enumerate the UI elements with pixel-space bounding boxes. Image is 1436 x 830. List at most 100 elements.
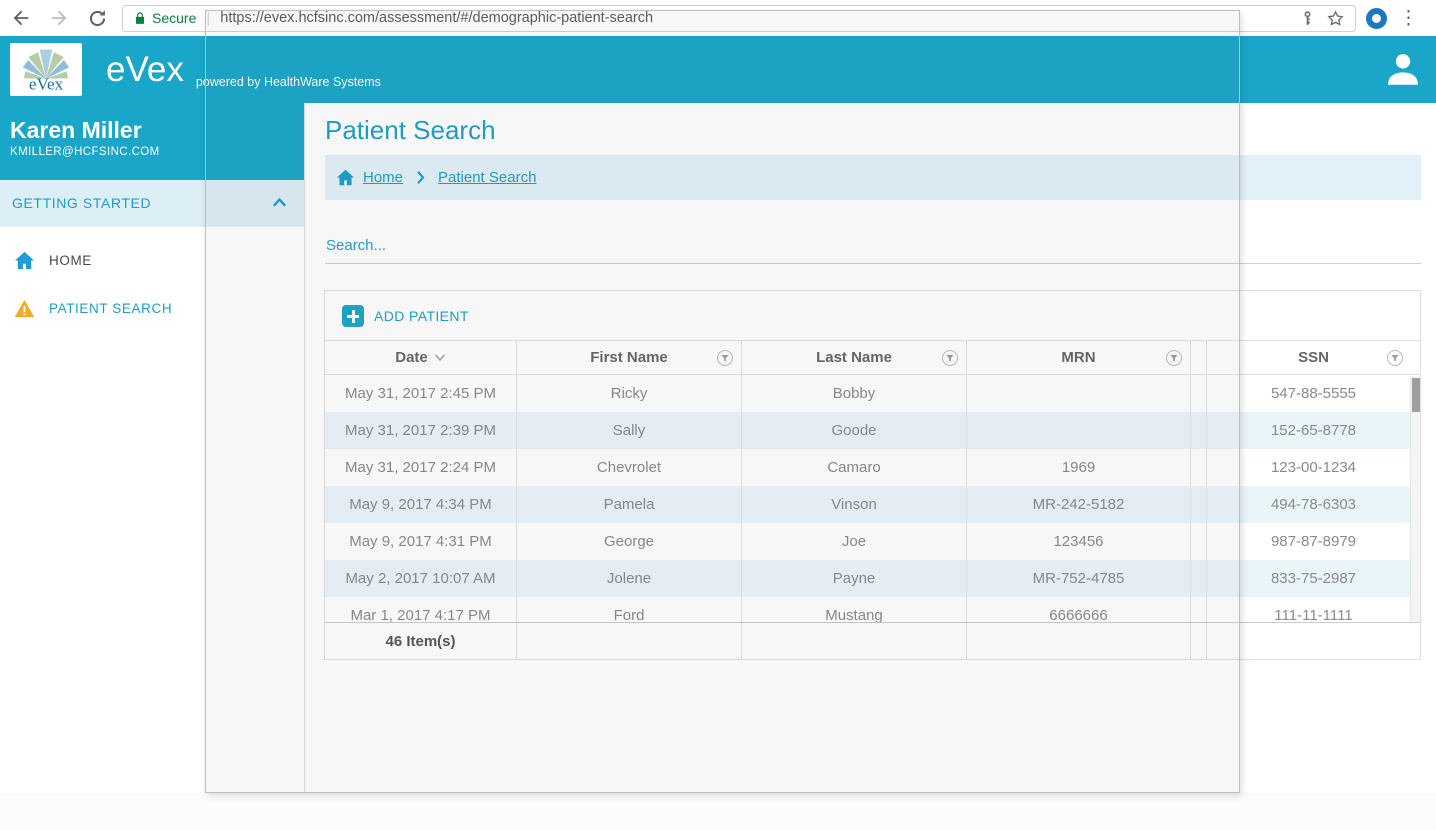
table-cell: Mustang (742, 597, 967, 622)
add-patient-button[interactable]: ADD PATIENT (342, 304, 469, 327)
sort-chevron-icon (434, 353, 446, 362)
table-cell: Chevrolet (517, 449, 742, 486)
item-count: 46 Item(s) (325, 623, 517, 659)
table-cell: Payne (742, 560, 967, 597)
main-content: Patient Search Home Patient Search ADD P… (305, 103, 1436, 830)
table-cell: 123-00-1234 (1270, 459, 1357, 476)
table-cell: May 31, 2017 2:39 PM (325, 412, 517, 449)
footer-cell (517, 623, 742, 659)
app-header: eVex eVex powered by HealthWare Systems (0, 36, 1436, 103)
column-header-label: First Name (590, 349, 668, 366)
table-spacer-cell (1191, 486, 1207, 523)
table-spacer-cell (1191, 412, 1207, 449)
column-header-label: MRN (1061, 349, 1096, 366)
breadcrumb-home-link[interactable]: Home (363, 169, 404, 186)
breadcrumb-chevron-icon (415, 170, 426, 185)
table-cell: MR-752-4785 (967, 560, 1191, 597)
table-cell: 6666666 (967, 597, 1191, 622)
browser-toolbar: Secure | https://evex.hcfsinc.com/assess… (0, 0, 1436, 36)
table-header-row: Date First Name Last Name (325, 340, 1420, 375)
add-patient-label: ADD PATIENT (374, 307, 469, 324)
url-text: https://evex.hcfsinc.com/assessment/#/de… (220, 10, 654, 26)
column-header-ssn[interactable]: SSN (1207, 341, 1420, 374)
table-cell: May 9, 2017 4:34 PM (325, 486, 517, 523)
browser-extension-icon[interactable] (1366, 7, 1387, 29)
footer-cell (1191, 623, 1207, 659)
forward-icon[interactable] (46, 5, 72, 31)
filter-icon[interactable] (1165, 349, 1183, 367)
user-name: Karen Miller (10, 117, 142, 143)
table-cell: George (517, 523, 742, 560)
table-row[interactable]: May 2, 2017 10:07 AM Jolene Payne MR-752-47… (325, 560, 1420, 597)
user-profile-icon[interactable] (1382, 48, 1424, 90)
breadcrumb-current-link[interactable]: Patient Search (438, 169, 537, 186)
footer-cell (742, 623, 967, 659)
column-header-spacer (1191, 341, 1207, 374)
table-row[interactable]: Mar 1, 2017 4:17 PM Ford Mustang 6666666 111… (325, 597, 1420, 622)
table-cell: Vinson (742, 486, 967, 523)
table-spacer-cell (1191, 449, 1207, 486)
table-scrollbar[interactable] (1410, 377, 1420, 622)
table-spacer-cell (1191, 597, 1207, 622)
table-row[interactable]: May 9, 2017 4:31 PM George Joe 123456 987-87… (325, 523, 1420, 560)
home-icon (15, 251, 34, 269)
table-cell (967, 375, 1191, 412)
table-cell: May 31, 2017 2:24 PM (325, 449, 517, 486)
breadcrumb: Home Patient Search (325, 155, 1421, 200)
column-header-first-name[interactable]: First Name (517, 341, 742, 374)
brand-tagline: powered by HealthWare Systems (195, 75, 381, 89)
filter-icon[interactable] (1386, 349, 1404, 367)
user-email: KMILLER@HCFSINC.COM (10, 146, 160, 159)
page-title: Patient Search (325, 115, 496, 145)
column-header-mrn[interactable]: MRN (967, 341, 1191, 374)
table-cell: Camaro (742, 449, 967, 486)
password-key-icon[interactable] (1299, 10, 1316, 27)
table-toolbar: ADD PATIENT (325, 291, 1420, 340)
table-cell (967, 412, 1191, 449)
table-cell: 123456 (967, 523, 1191, 560)
table-body: May 31, 2017 2:45 PM Ricky Bobby 547-88-555… (325, 375, 1420, 622)
table-cell: Jolene (517, 560, 742, 597)
search-input[interactable] (325, 231, 1421, 264)
filter-icon[interactable] (941, 349, 959, 367)
table-cell: Ricky (517, 375, 742, 412)
sidebar-section-getting-started[interactable]: GETTING STARTED (0, 180, 304, 227)
reload-icon[interactable] (84, 5, 110, 31)
table-cell: May 31, 2017 2:45 PM (325, 375, 517, 412)
table-cell: Goode (742, 412, 967, 449)
breadcrumb-home-icon[interactable] (336, 169, 355, 186)
bookmark-star-icon[interactable] (1326, 9, 1345, 28)
table-cell: MR-242-5182 (967, 486, 1191, 523)
column-header-last-name[interactable]: Last Name (742, 341, 967, 374)
warning-triangle-icon (14, 299, 35, 317)
plus-icon (342, 304, 364, 327)
table-cell: 547-88-5555 (1270, 385, 1357, 402)
column-header-label: SSN (1298, 349, 1329, 366)
table-cell: 494-78-6303 (1270, 496, 1357, 513)
address-bar[interactable]: Secure | https://evex.hcfsinc.com/assess… (122, 4, 1356, 32)
back-icon[interactable] (8, 5, 34, 31)
table-row[interactable]: May 31, 2017 2:24 PM Chevrolet Camaro 1969 1… (325, 449, 1420, 486)
table-row[interactable]: May 31, 2017 2:39 PM Sally Goode 152-65-877… (325, 412, 1420, 449)
logo-text: eVex (29, 74, 64, 93)
table-row[interactable]: May 9, 2017 4:34 PM Pamela Vinson MR-242-51… (325, 486, 1420, 523)
column-header-label: Last Name (816, 349, 892, 366)
table-cell: 111-11-1111 (1274, 607, 1353, 622)
column-header-date[interactable]: Date (325, 341, 517, 374)
footer-cell (1207, 623, 1420, 659)
column-header-label: Date (395, 349, 428, 366)
table-spacer-cell (1191, 560, 1207, 597)
patient-table-panel: ADD PATIENT Date First Name Las (324, 290, 1421, 660)
table-cell: Joe (742, 523, 967, 560)
table-cell: 152-65-8778 (1270, 422, 1357, 439)
table-row[interactable]: May 31, 2017 2:45 PM Ricky Bobby 547-88-555… (325, 375, 1420, 412)
sidebar-item-patient-search[interactable]: PATIENT SEARCH (0, 293, 304, 323)
filter-icon[interactable] (716, 349, 734, 367)
browser-menu-icon[interactable]: ⋮ (1399, 7, 1418, 29)
scrollbar-thumb[interactable] (1412, 378, 1420, 412)
chevron-up-icon (273, 197, 286, 207)
table-cell: 1969 (967, 449, 1191, 486)
table-cell: May 9, 2017 4:31 PM (325, 523, 517, 560)
sidebar-item-home[interactable]: HOME (0, 245, 304, 275)
